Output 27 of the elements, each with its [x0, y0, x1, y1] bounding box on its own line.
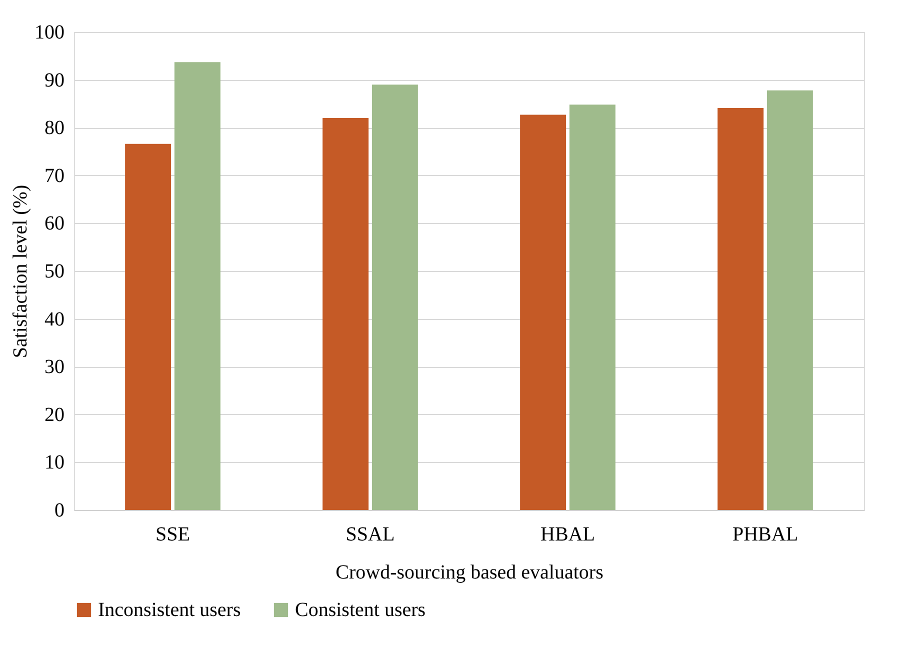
y-tick-label: 70	[44, 164, 64, 187]
bar	[569, 104, 616, 510]
bar	[372, 84, 418, 510]
y-tick-label: 60	[44, 212, 64, 235]
y-axis-title: Satisfaction level (%)	[10, 184, 32, 358]
y-tick-label: 90	[44, 69, 64, 92]
x-tick-label: HBAL	[540, 524, 595, 546]
bar	[322, 118, 369, 510]
y-tick-label: 80	[44, 117, 64, 140]
y-tick-label: 50	[44, 260, 64, 282]
y-tick-label: 100	[34, 22, 64, 44]
x-axis-title: Crowd-sourcing based evaluators	[336, 562, 604, 584]
y-tick-label: 0	[54, 500, 64, 522]
legend-label: Inconsistent users	[98, 599, 241, 621]
x-tick-label: PHBAL	[732, 524, 798, 546]
bar	[174, 62, 220, 510]
y-tick-label: 30	[44, 356, 64, 378]
y-tick-label: 20	[44, 404, 64, 426]
x-tick-label: SSE	[156, 524, 190, 546]
bar	[520, 114, 566, 510]
bar	[125, 144, 172, 510]
bar	[718, 108, 764, 510]
y-tick-label: 40	[44, 308, 64, 330]
x-tick-label: SSAL	[346, 524, 395, 546]
y-tick-label: 10	[44, 452, 64, 474]
legend-label: Consistent users	[295, 599, 426, 621]
bar	[766, 90, 813, 510]
